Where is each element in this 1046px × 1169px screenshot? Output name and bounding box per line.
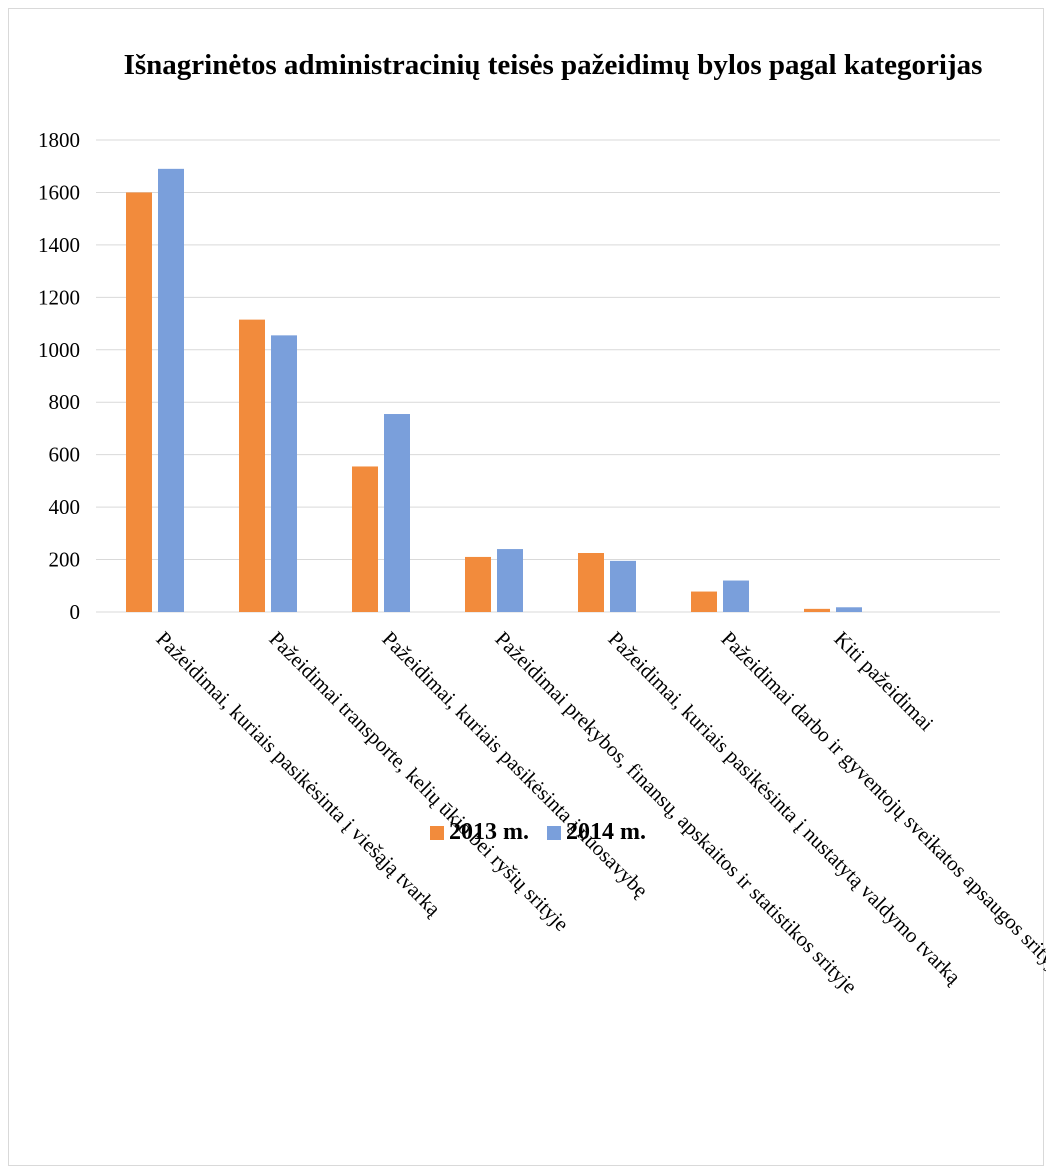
bar-2014-6 [836,607,862,612]
bar-2014-5 [723,580,749,612]
y-tick-label: 1800 [38,128,80,152]
bar-2013-4 [578,553,604,612]
bar-2014-4 [610,560,636,612]
y-tick-label: 1400 [38,233,80,257]
gridlines [96,139,1000,613]
y-tick-label: 1200 [38,285,80,309]
legend-label-2014: 2014 m. [566,819,646,845]
y-tick-label: 1000 [38,338,80,362]
chart-title: Išnagrinėtos administracinių teisės paže… [123,49,983,81]
bar-2013-6 [804,608,830,612]
y-tick-label: 800 [49,390,81,414]
y-tick-label: 1600 [38,180,80,204]
legend-label-2013: 2013 m. [449,819,529,845]
bar-2013-2 [352,466,378,612]
bar-2014-2 [384,414,410,612]
x-axis-categories: Pažeidimai, kuriais pasikėsinta į viešąj… [151,627,1046,999]
y-tick-label: 400 [49,495,81,519]
bar-2013-5 [691,591,717,612]
y-tick-label: 600 [49,443,81,467]
legend: 2013 m. 2014 m. [0,819,1046,847]
bar-2013-0 [126,192,152,612]
y-tick-label: 0 [70,600,81,624]
legend-item-2014: 2014 m. [547,819,646,846]
legend-swatch-2014 [547,825,561,840]
legend-item-2013: 2013 m. [430,819,529,846]
bar-2014-3 [497,549,523,612]
y-tick-label: 200 [49,548,81,572]
bar-2014-0 [158,168,184,612]
category-label: Kiti pažeidimai [829,627,938,736]
y-axis-ticks: 0 200 400 600 800 1000 1200 1400 1600 1800 [38,128,80,624]
legend-swatch-2013 [430,825,444,840]
bar-2014-1 [271,335,297,612]
bar-2013-3 [465,556,491,612]
bars [126,168,862,612]
bar-2013-1 [239,319,265,612]
